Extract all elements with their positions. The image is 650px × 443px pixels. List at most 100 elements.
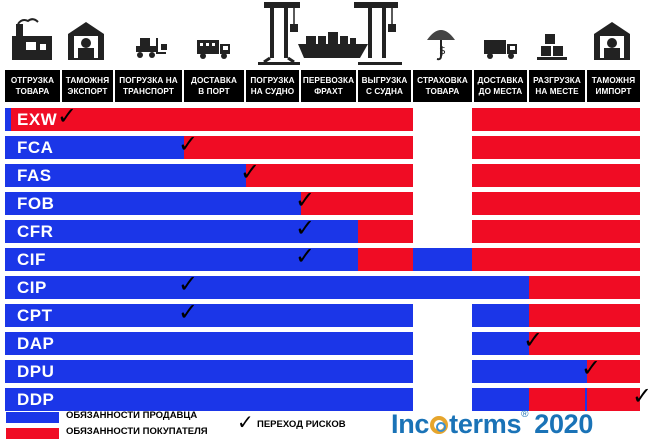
term-row-ddp: DDP ✓ xyxy=(5,382,650,411)
term-row-cif: CIF ✓ xyxy=(5,242,640,271)
stage-header-line1: ДОСТАВКА xyxy=(191,76,237,85)
insurance-not-required-cell xyxy=(413,360,472,383)
risk-transfer-check-icon: ✓ xyxy=(57,102,78,130)
term-row-fas: FAS ✓ xyxy=(5,158,640,187)
term-code: FOB xyxy=(17,194,55,213)
stage-header-line1: ТАМОЖНЯ xyxy=(591,76,636,85)
risk-transfer-check-icon: ✓ xyxy=(295,214,316,242)
stage-header-line1: ОТГРУЗКА xyxy=(10,76,55,85)
stage-header-line2: ДО МЕСТА xyxy=(478,87,523,96)
term-row-cpt: CPT ✓ xyxy=(5,298,640,327)
brand-prefix: Inc xyxy=(391,409,430,439)
insurance-umbrella-icon: $ xyxy=(427,30,455,61)
stage-header-line2: ТОВАРА xyxy=(425,87,460,96)
risk-transfer-check-icon: ✓ xyxy=(240,158,261,186)
stage-header-line2: НА МЕСТЕ xyxy=(535,87,579,96)
seller-obligation-bar xyxy=(5,332,529,355)
cargo-ship-icon xyxy=(298,32,368,58)
insurance-not-required-cell xyxy=(413,388,472,411)
stage-header-line2: В ПОРТ xyxy=(198,87,230,96)
buyer-obligation-bar xyxy=(587,360,640,383)
stage-header: ТАМОЖНЯ ИМПОРТ xyxy=(587,70,640,102)
insurance-not-required-cell xyxy=(413,164,472,187)
unloading-icon xyxy=(537,34,567,60)
stage-icons-row: $ xyxy=(0,0,650,68)
stage-header-line2: НА СУДНО xyxy=(250,87,295,96)
insurance-seller-cell xyxy=(413,248,472,271)
buyer-obligation-bar xyxy=(529,276,640,299)
stage-header: ПОГРУЗКА НА СУДНО xyxy=(246,70,299,102)
seller-obligation-bar xyxy=(5,248,358,271)
term-code: CFR xyxy=(17,222,54,241)
term-row-fca: FCA ✓ xyxy=(5,130,640,159)
seller-legend-label: ОБЯЗАННОСТИ ПРОДАВЦА xyxy=(66,410,198,421)
stage-header: ОТГРУЗКА ТОВАРА xyxy=(5,70,60,102)
seller-obligation-bar xyxy=(5,276,529,299)
forklift-icon xyxy=(136,38,167,58)
insurance-not-required-cell xyxy=(413,332,472,355)
seller-obligation-bar xyxy=(5,220,358,243)
stage-header: ПОГРУЗКА НА ТРАНСПОРТ xyxy=(115,70,182,102)
risk-transfer-check-icon: ✓ xyxy=(295,242,316,270)
term-code: CIF xyxy=(17,250,46,269)
svg-text:$: $ xyxy=(439,44,446,57)
stage-header-line1: ВЫГРУЗКА xyxy=(361,76,408,85)
seller-obligation-bar xyxy=(5,192,301,215)
stage-header: ПЕРЕВОЗКА ФРАХТ xyxy=(301,70,356,102)
truck-icon xyxy=(197,40,230,59)
stage-header-line1: ПЕРЕВОЗКА xyxy=(302,76,355,85)
buyer-legend-swatch xyxy=(6,428,59,439)
truck-icon xyxy=(484,40,517,59)
term-code: DDP xyxy=(17,390,55,409)
term-row-cip: CIP ✓ xyxy=(5,270,640,299)
term-code: EXW xyxy=(17,110,58,129)
stage-header-line2: ФРАХТ xyxy=(314,87,343,96)
stage-header-line1: ПОГРУЗКА НА xyxy=(119,76,178,85)
stage-header-line1: РАЗГРУЗКА xyxy=(533,76,581,85)
risk-transfer-check-icon: ✓ xyxy=(178,270,199,298)
brand-suffix: terms xyxy=(449,409,522,439)
risk-transfer-check-icon: ✓ xyxy=(178,130,199,158)
seller-obligation-bar xyxy=(5,360,587,383)
buyer-obligation-bar xyxy=(10,108,640,131)
stage-header: ТАМОЖНЯ ЭКСПОРТ xyxy=(62,70,113,102)
insurance-not-required-cell xyxy=(413,136,472,159)
risk-transfer-check-icon: ✓ xyxy=(295,186,316,214)
seller-obligation-bar xyxy=(5,136,184,159)
risk-transfer-check-icon: ✓ xyxy=(523,326,544,354)
term-code: CIP xyxy=(17,278,47,297)
stage-header: РАЗГРУЗКА НА МЕСТЕ xyxy=(529,70,585,102)
port-crane-icon xyxy=(258,2,300,65)
risk-transfer-check-icon: ✓ xyxy=(581,354,602,382)
stage-header-line2: ИМПОРТ xyxy=(595,87,632,96)
seller-obligation-bar xyxy=(5,108,11,131)
seller-obligation-bar xyxy=(5,304,529,327)
stage-header-line2: ТРАНСПОРТ xyxy=(123,87,174,96)
brand-o-icon xyxy=(430,416,449,434)
term-code: CPT xyxy=(17,306,53,325)
term-code: FCA xyxy=(17,138,54,157)
term-row-dpu: DPU ✓ xyxy=(5,354,640,383)
term-code: DAP xyxy=(17,334,55,353)
customs-officer-icon xyxy=(68,22,104,60)
stage-headers: ОТГРУЗКА ТОВАРА ТАМОЖНЯ ЭКСПОРТ ПОГРУЗКА НА Т… xyxy=(0,70,650,102)
risk-transfer-check-icon: ✓ xyxy=(178,298,199,326)
seller-obligation-bar xyxy=(5,388,640,411)
buyer-obligation-bar xyxy=(358,248,640,271)
buyer-obligation-bar xyxy=(529,304,640,327)
risk-transfer-check-icon: ✓ xyxy=(237,410,254,434)
stage-header-line2: ТОВАРА xyxy=(15,87,50,96)
insurance-not-required-cell xyxy=(413,304,472,327)
buyer-obligation-bar xyxy=(358,220,640,243)
stage-header-line1: СТРАХОВКА xyxy=(417,76,468,85)
seller-legend-swatch xyxy=(6,412,59,423)
stage-header-line1: ПОГРУЗКА xyxy=(250,76,295,85)
buyer-obligation-bar xyxy=(529,332,640,355)
seller-obligation-bar xyxy=(5,164,246,187)
incoterms-logo: Inc terms® 2020 xyxy=(391,409,593,440)
term-code: DPU xyxy=(17,362,55,381)
factory-icon xyxy=(12,18,52,60)
term-row-dap: DAP ✓ xyxy=(5,326,640,355)
insurance-not-required-cell xyxy=(413,108,472,131)
